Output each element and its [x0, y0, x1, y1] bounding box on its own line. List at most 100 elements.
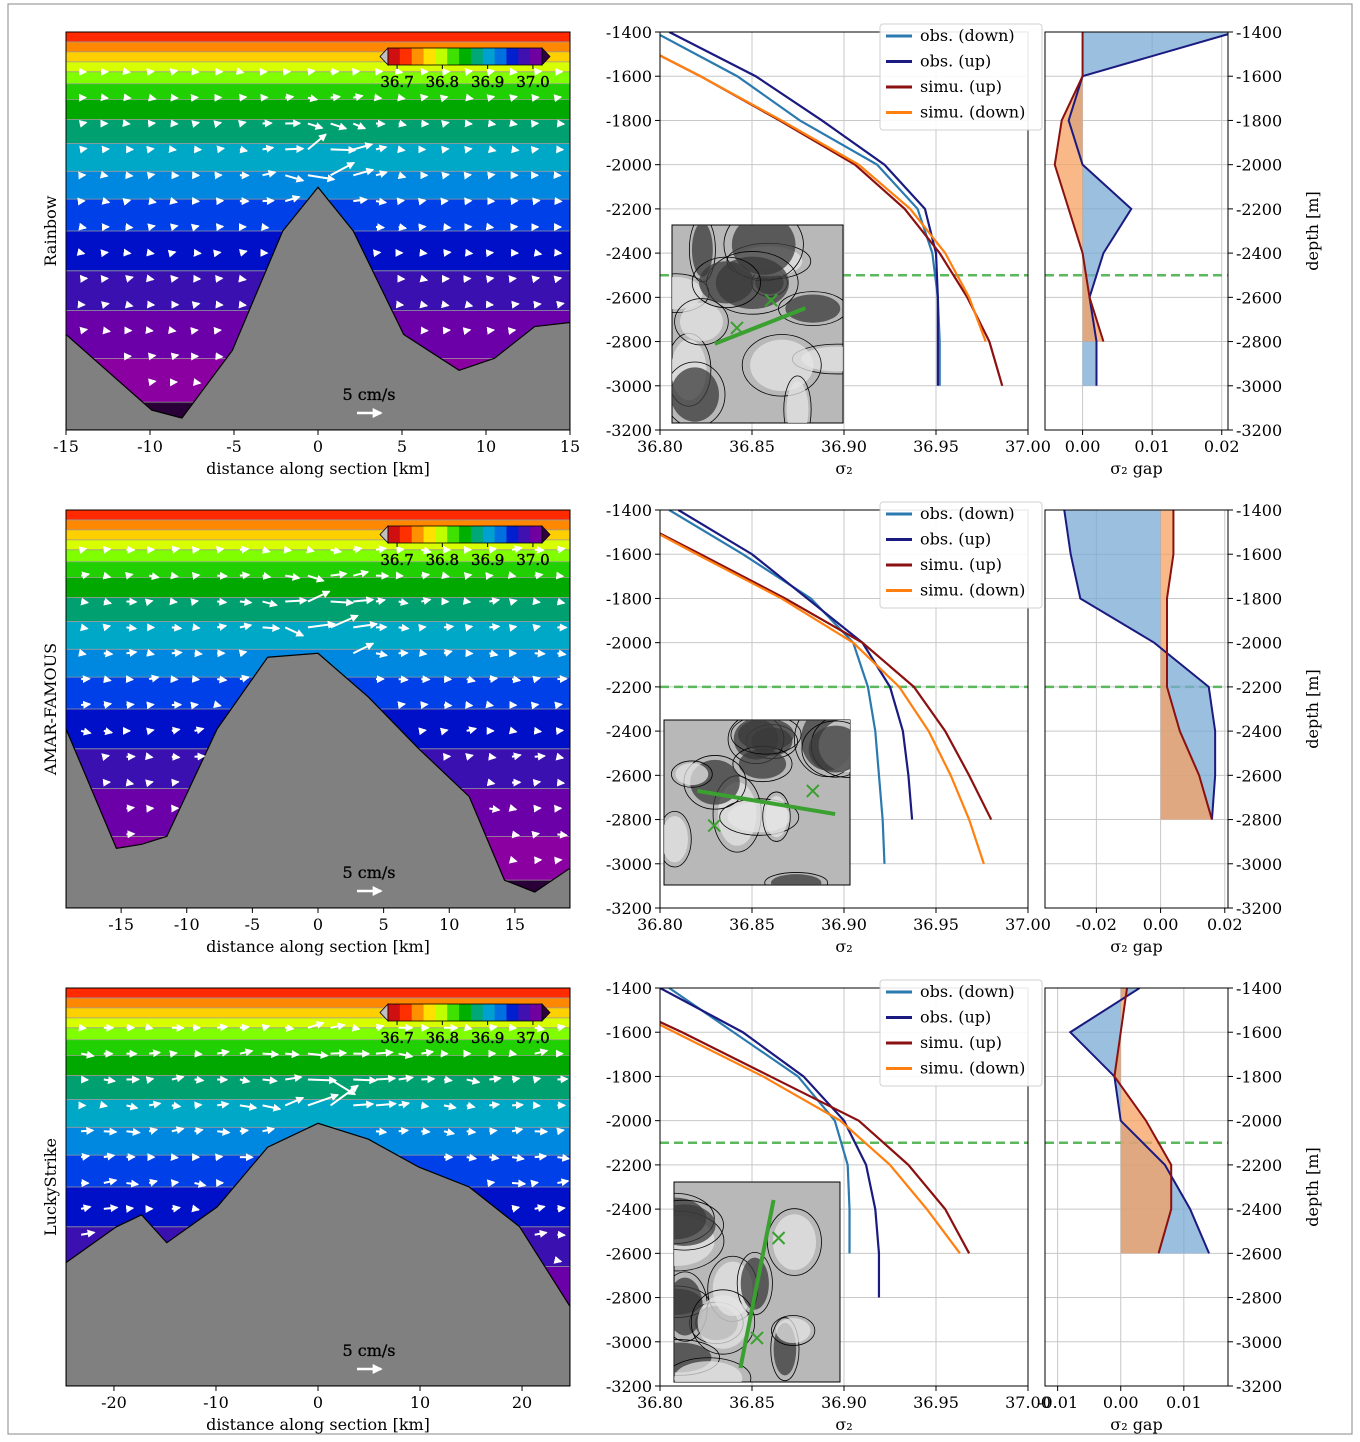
- inset-map: [643, 208, 882, 443]
- colorbar-cell: [495, 48, 507, 65]
- legend-label: simu. (down): [920, 103, 1025, 122]
- y-tick-label: -2800: [1236, 333, 1282, 352]
- inset-blob: [771, 874, 821, 891]
- velocity-arrow: [489, 71, 493, 72]
- legend-label: simu. (down): [920, 1059, 1025, 1078]
- velocity-arrow: [331, 149, 355, 150]
- velocity-arrow: [195, 627, 200, 628]
- velocity-arrow: [104, 653, 112, 654]
- velocity-arrow: [535, 626, 540, 627]
- velocity-arrow: [467, 98, 473, 99]
- velocity-arrow: [489, 330, 493, 331]
- velocity-arrow: [489, 757, 495, 758]
- velocity-arrow: [172, 1208, 180, 1209]
- velocity-arrow: [557, 1261, 561, 1262]
- velocity-arrow: [331, 602, 353, 603]
- y-tick-label: -3000: [1236, 377, 1282, 396]
- velocity-arrow: [149, 782, 152, 783]
- velocity-arrow: [535, 653, 545, 654]
- y-tick-label: -1400: [606, 501, 652, 520]
- velocity-arrow: [444, 705, 451, 706]
- velocity-arrow: [512, 834, 519, 835]
- velocity-arrow: [421, 200, 425, 201]
- velocity-arrow: [444, 305, 448, 306]
- colorbar-tick-label: 36.7: [380, 551, 413, 569]
- y-tick-label: -1400: [606, 23, 652, 42]
- y-axis-label: LuckyStrike: [41, 1138, 60, 1236]
- inset-blob: [698, 1295, 749, 1349]
- inset-blob: [776, 1318, 811, 1343]
- y-tick-label: -2800: [606, 811, 652, 830]
- velocity-arrow: [376, 252, 380, 253]
- velocity-arrow: [535, 1182, 538, 1183]
- velocity-arrow: [126, 175, 132, 176]
- y-axis-label: depth [m]: [1303, 669, 1322, 748]
- colorbar-cell: [506, 526, 518, 543]
- velocity-arrow: [467, 253, 472, 254]
- velocity-arrow: [489, 97, 494, 98]
- velocity-arrow: [172, 355, 178, 356]
- velocity-arrow: [104, 756, 109, 757]
- velocity-arrow: [81, 704, 90, 705]
- velocity-arrow: [557, 653, 565, 654]
- colorbar-cell: [424, 526, 436, 543]
- velocity-arrow: [126, 1208, 132, 1209]
- x-tick-label: 36.85: [729, 915, 775, 934]
- colorbar-cell: [388, 526, 400, 543]
- velocity-arrow: [557, 576, 563, 577]
- colorbar-cell: [388, 48, 400, 65]
- velocity-arrow: [489, 1078, 500, 1079]
- velocity-arrow: [126, 1183, 137, 1184]
- velocity-arrow: [195, 756, 205, 757]
- velocity-arrow: [195, 1054, 202, 1055]
- velocity-arrow: [149, 381, 155, 382]
- x-tick-label: 20: [512, 1393, 532, 1412]
- velocity-arrow: [217, 679, 226, 680]
- velocity-arrow: [467, 1131, 475, 1132]
- velocity-arrow: [421, 1131, 429, 1132]
- velocity-arrow: [149, 174, 154, 175]
- velocity-arrow: [149, 601, 152, 602]
- x-axis-label: distance along section [km]: [206, 937, 430, 956]
- velocity-arrow: [126, 783, 132, 784]
- x-axis-label: σ₂: [835, 937, 852, 956]
- velocity-arrow: [557, 1026, 564, 1027]
- velocity-arrow: [535, 1078, 540, 1079]
- x-axis-label: distance along section [km]: [206, 459, 430, 478]
- x-tick-label: -0.01: [1037, 1393, 1078, 1412]
- velocity-arrow: [240, 549, 248, 550]
- velocity-arrow: [149, 1028, 152, 1029]
- velocity-arrow: [512, 627, 516, 628]
- velocity-arrow: [535, 756, 545, 757]
- velocity-arrow: [535, 731, 541, 732]
- velocity-arrow: [444, 97, 447, 98]
- y-tick-label: -1600: [1236, 1023, 1282, 1042]
- velocity-arrow: [104, 1105, 107, 1106]
- velocity-arrow: [104, 1207, 117, 1208]
- velocity-arrow: [421, 627, 425, 628]
- colorbar-cell: [483, 1004, 495, 1021]
- x-tick-label: 36.90: [821, 437, 867, 456]
- x-axis-label: σ₂ gap: [1110, 459, 1162, 478]
- velocity-arrow: [81, 627, 87, 628]
- y-tick-label: -2800: [606, 333, 652, 352]
- velocity-arrow: [149, 1079, 153, 1080]
- velocity-arrow: [195, 549, 199, 550]
- y-tick-label: -2400: [1236, 722, 1282, 741]
- velocity-arrow: [535, 253, 541, 254]
- velocity-arrow: [399, 679, 408, 680]
- x-tick-label: 36.85: [729, 1393, 775, 1412]
- velocity-arrow: [172, 782, 179, 783]
- velocity-arrow: [81, 602, 88, 603]
- velocity-arrow: [399, 98, 405, 99]
- velocity-arrow: [217, 226, 223, 227]
- y-tick-label: -3000: [606, 1333, 652, 1352]
- y-tick-label: -3000: [1236, 855, 1282, 874]
- gaps: [1064, 510, 1215, 820]
- x-tick-label: 15: [505, 915, 525, 934]
- velocity-arrow: [104, 304, 109, 305]
- x-tick-label: -10: [137, 437, 163, 456]
- y-tick-label: -2200: [1236, 678, 1282, 697]
- velocity-arrow: [489, 626, 499, 627]
- velocity-arrow: [126, 72, 129, 73]
